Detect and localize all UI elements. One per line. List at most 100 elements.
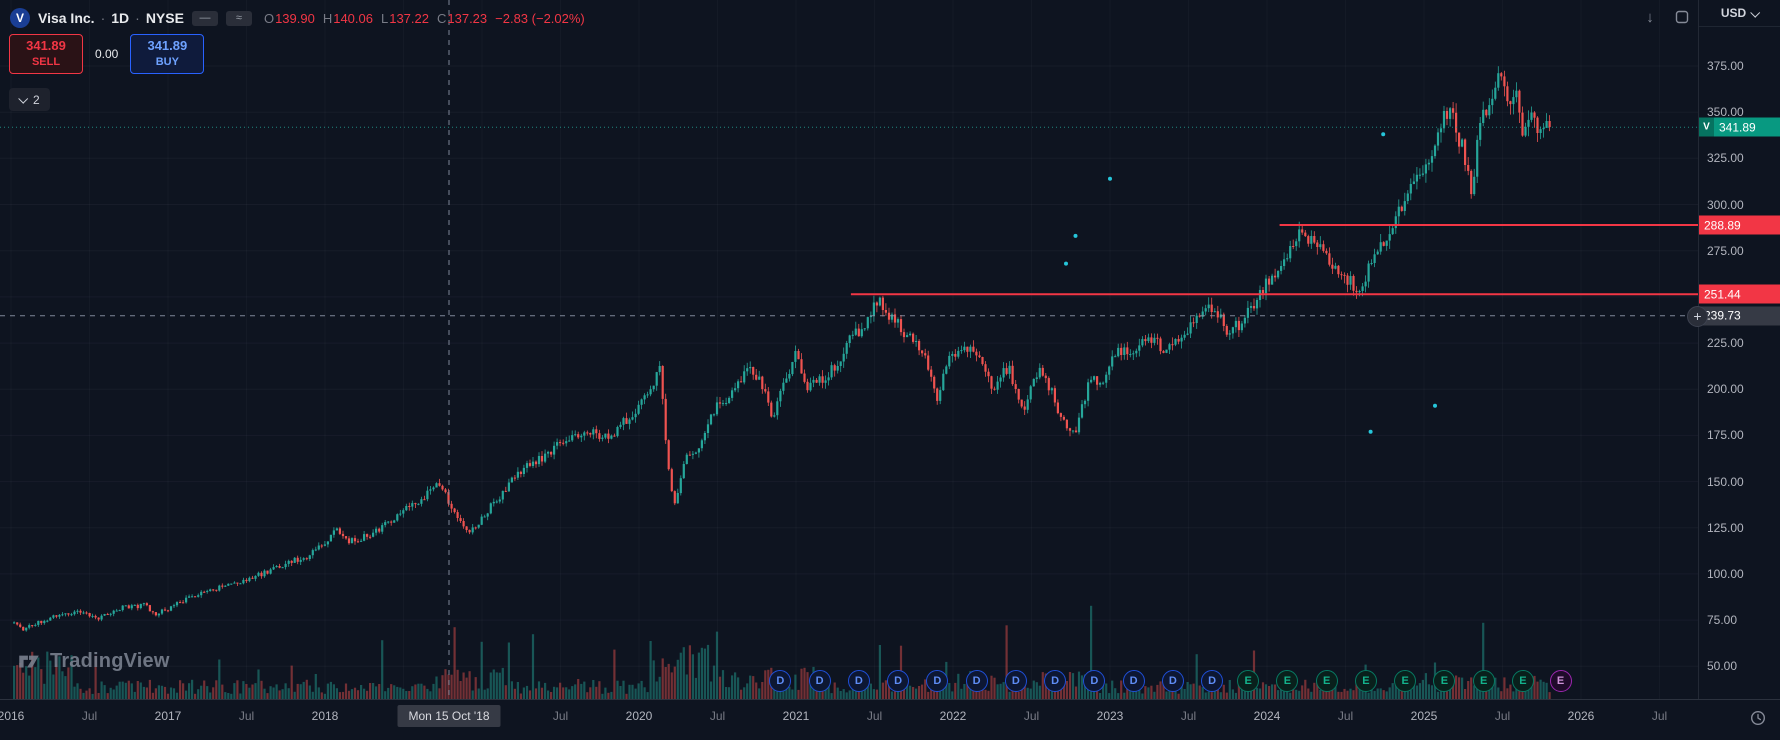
open-label: O	[263, 10, 275, 26]
symbol-logo[interactable]: V	[10, 8, 30, 28]
price-scale-label: 325.00	[1707, 151, 1744, 166]
dividend-marker[interactable]: D	[1044, 670, 1067, 692]
price-badge-value: 288.89	[1704, 218, 1741, 233]
time-scale-label: Jul	[1337, 709, 1354, 723]
time-scale-label: 2023	[1096, 709, 1124, 723]
earnings-marker[interactable]: E	[1315, 670, 1338, 692]
earnings-marker[interactable]: E	[1276, 670, 1299, 692]
dividend-marker[interactable]: D	[1161, 670, 1184, 692]
time-scale-label: 2024	[1253, 709, 1281, 723]
time-scale-label: 2018	[311, 709, 339, 723]
open-value: 139.90	[275, 10, 315, 26]
dividend-marker[interactable]: D	[887, 670, 910, 692]
price-scale-label: 75.00	[1707, 613, 1738, 628]
price-scale-label: 100.00	[1707, 566, 1744, 581]
add-order-plus-icon[interactable]: +	[1687, 305, 1708, 327]
time-scale-label: 2017	[154, 709, 182, 723]
trade-panel: 341.89 SELL 0.00 341.89 BUY	[9, 34, 205, 74]
close-value: 137.23	[447, 10, 488, 26]
earnings-marker[interactable]: E	[1433, 670, 1456, 692]
buy-label: BUY	[155, 56, 179, 69]
dividend-marker[interactable]: D	[1083, 670, 1106, 692]
sell-button[interactable]: 341.89 SELL	[9, 34, 83, 74]
level-price-badge: 251.44	[1699, 284, 1780, 304]
price-scale-label: 175.00	[1707, 428, 1744, 443]
candlestick-chart[interactable]	[0, 0, 1698, 700]
symbol-name: Visa Inc.	[38, 10, 95, 26]
price-scale-label: 200.00	[1707, 382, 1744, 397]
legend-approx-icon[interactable]: ≈	[225, 10, 252, 26]
time-scale-label: Jul	[1023, 709, 1040, 723]
dividend-marker[interactable]: D	[1201, 670, 1224, 692]
currency-toggle[interactable]: USD	[1699, 0, 1780, 27]
separator-dot: ·	[135, 10, 140, 26]
dividend-marker[interactable]: D	[769, 670, 792, 692]
crosshair-price-badge: 239.73	[1699, 306, 1780, 326]
close-label: C	[436, 10, 447, 26]
dividend-marker[interactable]: D	[965, 670, 988, 692]
separator-dot: ·	[100, 10, 106, 26]
time-scale-label: 2025	[1410, 709, 1438, 723]
earnings-marker[interactable]: E	[1472, 670, 1495, 692]
price-scale-label: 225.00	[1707, 336, 1744, 351]
time-scale-label: Jul	[238, 709, 255, 723]
arrow-down-icon[interactable]: ↓	[1646, 8, 1654, 26]
currency-label: USD	[1720, 6, 1747, 20]
time-scale-label: 2020	[625, 709, 653, 723]
object-tree-count: 2	[33, 92, 40, 107]
chevron-down-icon	[1750, 7, 1761, 18]
object-tree-toggle[interactable]: 2	[9, 88, 50, 111]
chart-top-right-controls: ↓	[1638, 5, 1694, 29]
legend-dash-icon[interactable]: —	[191, 10, 218, 26]
buy-button[interactable]: 341.89 BUY	[130, 34, 205, 74]
dividend-marker[interactable]: D	[1122, 670, 1145, 692]
high-label: H	[322, 10, 333, 26]
price-scale[interactable]: USD 375.00 350.00 325.00 300.00 275.00 225.00…	[1698, 0, 1780, 700]
upcoming-marker[interactable]: E	[1549, 670, 1572, 692]
price-badge-symbol-tag: V	[1699, 117, 1714, 137]
watermark-text: TradingView	[50, 649, 170, 672]
low-label: L	[380, 10, 389, 26]
symbol-title[interactable]: Visa Inc. · 1D · NYSE	[38, 10, 184, 26]
time-scale-label: Jul	[709, 709, 726, 723]
earnings-marker[interactable]: E	[1237, 670, 1260, 692]
dividend-marker[interactable]: D	[847, 670, 870, 692]
timeframe-label[interactable]: 1D	[111, 10, 130, 26]
high-value: 140.06	[333, 10, 373, 26]
price-scale-label: 50.00	[1707, 659, 1738, 674]
dividend-marker[interactable]: D	[926, 670, 949, 692]
price-badge-value: 341.89	[1719, 120, 1756, 135]
timezone-clock-icon[interactable]	[1748, 708, 1768, 728]
dividend-marker[interactable]: D	[1004, 670, 1027, 692]
price-scale-label: 300.00	[1707, 197, 1744, 212]
sell-price: 341.89	[26, 38, 66, 54]
time-scale-label: 2026	[1567, 709, 1595, 723]
tradingview-watermark: TradingView	[16, 648, 170, 674]
change-value: −2.83 (−2.02%)	[495, 10, 585, 26]
price-scale-label: 375.00	[1707, 59, 1744, 73]
current-price-badge: V 341.89	[1699, 117, 1780, 137]
time-scale-label: Jul	[866, 709, 883, 723]
tradingview-logo-icon	[19, 655, 39, 668]
time-scale[interactable]: Mon 15 Oct '18 2016 Jul 2017 Jul 2018 Jul 2020…	[0, 699, 1780, 740]
time-scale-label: Jul	[1494, 709, 1511, 723]
price-badge-value: 251.44	[1704, 287, 1741, 302]
price-scale-label: 275.00	[1707, 243, 1744, 258]
price-scale-label: 150.00	[1707, 474, 1744, 489]
earnings-marker[interactable]: E	[1394, 670, 1417, 692]
earnings-marker[interactable]: E	[1354, 670, 1377, 692]
price-badge-value: 239.73	[1704, 308, 1741, 323]
spread-value: 0.00	[95, 47, 119, 61]
earnings-marker[interactable]: E	[1511, 670, 1534, 692]
time-scale-label: Jul	[552, 709, 569, 723]
buy-price: 341.89	[147, 38, 188, 54]
chevron-down-icon	[18, 93, 29, 104]
exchange-label: NYSE	[145, 10, 184, 26]
maximize-icon[interactable]	[1670, 5, 1694, 29]
time-scale-label: Jul	[1651, 709, 1668, 723]
dividend-marker[interactable]: D	[808, 670, 831, 692]
time-scale-label: Jul	[1180, 709, 1197, 723]
ohlc-values: O 139.90 H 140.06 L 137.22 C 137.23 −2.83 (−…	[264, 11, 585, 26]
price-scale-label: 350.00	[1707, 105, 1744, 120]
